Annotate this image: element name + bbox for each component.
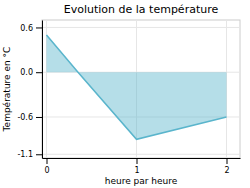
grid [42, 20, 240, 158]
y-axis-label: Température en °C [2, 47, 12, 133]
tick-label: 0.0 [20, 68, 33, 77]
grid-line [42, 154, 240, 155]
plot: 0 1 2 -1.1 -0.6 0.0 0.6 [17, 20, 240, 175]
grid-line [42, 27, 240, 28]
area [47, 35, 227, 139]
y-axis: -1.1 -0.6 0.0 0.6 [17, 21, 42, 160]
tick-label: -0.6 [17, 113, 33, 122]
tick: -0.6 [17, 113, 42, 122]
x-axis: 0 1 2 [43, 158, 241, 175]
tick-label: 0 [44, 166, 49, 175]
tick-mark [227, 158, 228, 164]
tick-label: 1 [134, 166, 139, 175]
chart: 0 1 2 -1.1 -0.6 0.0 0.6 Evolution de la tempéra… [0, 0, 250, 188]
tick-mark [47, 158, 48, 164]
plot-frame [42, 20, 240, 158]
tick-mark [36, 72, 42, 73]
tick: 2 [224, 158, 229, 175]
tick: 1 [134, 158, 139, 175]
tick-label: 0.6 [20, 24, 33, 33]
tick: -1.1 [17, 150, 42, 159]
marks [47, 35, 227, 139]
tick-mark [36, 117, 42, 118]
tick-label: -1.1 [17, 150, 33, 159]
tick-label: 2 [224, 166, 229, 175]
axis-line [43, 158, 241, 159]
tick: 0 [44, 158, 49, 175]
tick-mark [137, 158, 138, 164]
tick-mark [36, 154, 42, 155]
title: Evolution de la température [64, 3, 219, 16]
tick-mark [36, 27, 42, 28]
line [47, 35, 227, 139]
tick: 0.0 [20, 68, 42, 77]
x-axis-label: heure par heure [105, 176, 178, 186]
axis-line [42, 21, 43, 159]
tick: 0.6 [20, 24, 42, 33]
